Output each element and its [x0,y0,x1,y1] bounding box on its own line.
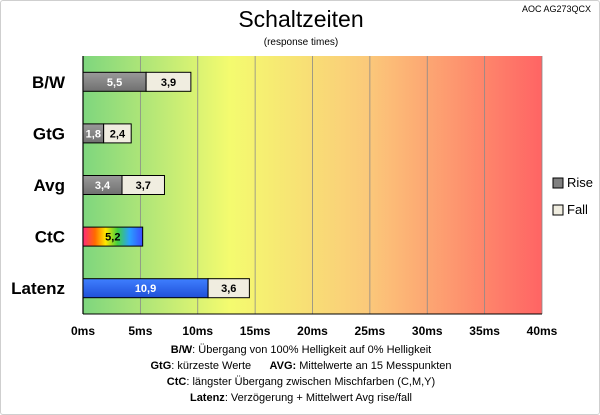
legend-swatch [552,177,564,189]
bar-rise-label: 5,5 [107,77,122,89]
legend-label: Fall [567,202,588,217]
note-bw-key: B/W [170,344,193,356]
category-label: B/W [32,73,66,92]
chart-subtitle: (response times) [263,37,339,48]
note-latenz-key: Latenz [189,392,225,404]
bar-fall [121,175,165,195]
bar-rise [82,226,144,247]
x-tick-label: 20ms [297,324,328,338]
x-tick-label: 30ms [412,324,443,338]
x-tick-label: 0ms [71,324,95,338]
note-bw: B/W: Übergang von 100% Helligkeit auf 0%… [1,342,600,358]
x-tick-label: 40ms [527,324,558,338]
legend-label: Rise [567,175,593,190]
bar-fall-label: 3,9 [161,77,176,89]
note-gtg: GtG: kürzeste Werte AVG: Mittelwerte an … [1,358,600,374]
note-gtg-text: : kürzeste Werte [171,360,252,372]
note-avg-text: Mittelwerte an 15 Messpunkten [296,360,452,372]
bar-rise-label: 3,4 [95,180,111,192]
x-tick-label: 5ms [128,324,152,338]
bar-fall-label: 3,6 [221,283,236,295]
x-tick-label: 10ms [182,324,213,338]
bar-fall [145,71,192,92]
x-tick-label: 35ms [469,324,500,338]
note-ctc-key: CtC [166,376,187,388]
notes: B/W: Übergang von 100% Helligkeit auf 0%… [1,342,600,406]
bar-rise-label: 1,8 [86,128,101,140]
note-bw-text: : Übergang von 100% Helligkeit auf 0% He… [192,344,432,356]
category-label: Avg [34,176,66,195]
bar-fall [103,123,132,144]
bar-fall-label: 3,7 [136,180,151,192]
note-ctc-text: : längster Übergang zwischen Mischfarben… [186,376,436,388]
note-latenz-text: : Verzögerung + Mittelwert Avg rise/fall [224,392,413,404]
legend-swatch [552,204,564,216]
bar-rise-label: 5,2 [105,232,120,244]
category-label: Latenz [11,279,65,298]
category-label: GtG [33,124,65,143]
category-label: CtC [35,228,65,247]
note-gtg-key: GtG [150,360,172,372]
note-ctc: CtC: längster Übergang zwischen Mischfar… [1,374,600,390]
bar-fall-label: 2,4 [110,128,126,140]
bar-fall [207,278,250,299]
note-avg-key: AVG: [269,360,297,372]
bar-rise-label: 10,9 [135,283,156,295]
model-name: AOC AG273QCX [521,4,591,14]
note-latenz: Latenz: Verzögerung + Mittelwert Avg ris… [1,390,600,406]
x-tick-label: 25ms [355,324,386,338]
x-tick-label: 15ms [240,324,271,338]
chart-title: Schaltzeiten [238,6,364,32]
